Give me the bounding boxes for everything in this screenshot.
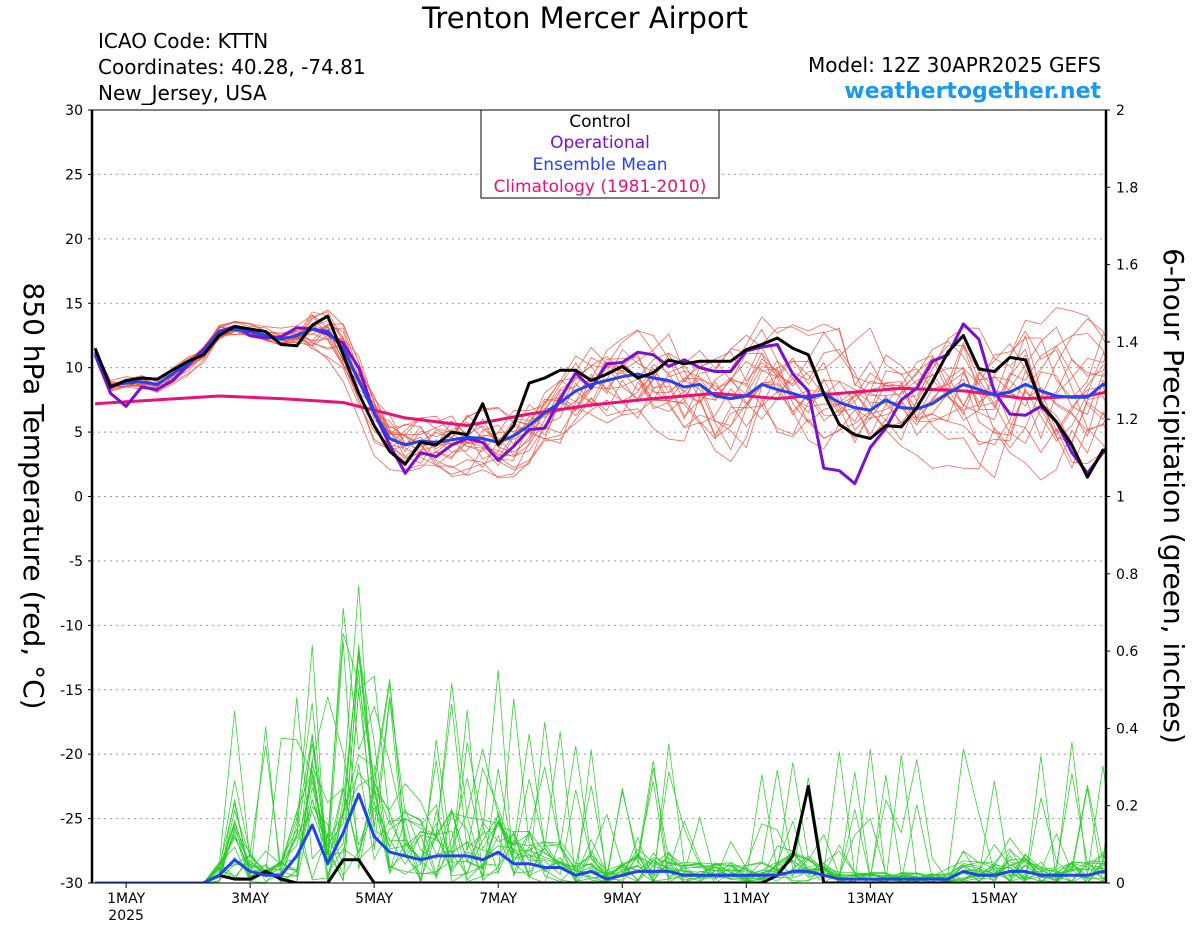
temp-member-line [94, 324, 1106, 444]
precip-member-line [95, 585, 1106, 883]
x-tick-label: 5MAY [355, 891, 393, 907]
precip-member-line [95, 697, 1106, 883]
precip-member-line [95, 698, 1106, 883]
precip-member-line [95, 608, 1106, 883]
y-right-tick-label: 1.2 [1116, 412, 1138, 428]
x-tick-label: 15MAY [971, 891, 1018, 907]
legend-box [480, 109, 720, 199]
y-left-tick-label: -30 [60, 876, 83, 892]
y-left-tick-label: 25 [65, 167, 83, 183]
x-tick-label: 13MAY [847, 891, 894, 907]
precip-member-line [95, 641, 1106, 883]
y-left-tick-label: 10 [65, 361, 83, 377]
precip-member-line [95, 633, 1106, 883]
temp-member-line [94, 329, 1106, 451]
precip-member-line [95, 683, 1106, 883]
y-left-tick-label: -5 [69, 554, 83, 570]
y-right-tick-label: 0.8 [1116, 567, 1138, 583]
precip-series-control [95, 784, 1106, 883]
precip-member-line [95, 644, 1106, 883]
x-tick-label: 7MAY [479, 891, 517, 907]
precip-member-line [95, 650, 1106, 883]
x-tick-label: 11MAY [723, 891, 770, 907]
precip-series-ensemble-mean [95, 792, 1106, 883]
y-right-tick-label: 1 [1116, 490, 1125, 506]
precip-member-line [95, 670, 1106, 883]
y-right-tick-label: 0.4 [1116, 721, 1138, 737]
temp-series-ensemble-mean [93, 327, 1106, 447]
plot-frame [91, 109, 1107, 884]
site-link[interactable]: weathertogether.net [844, 79, 1101, 104]
icao-code: ICAO Code: KTTN [98, 29, 268, 53]
y-left-tick-label: 30 [65, 103, 83, 119]
axes: 302520151050-5-10-15-20-25-3021.81.61.41… [60, 103, 1138, 924]
y-left-tick-label: -25 [60, 812, 83, 828]
precip-members [95, 585, 1106, 883]
precip-member-line [95, 652, 1106, 883]
x-tick-sublabel: 2025 [108, 908, 144, 924]
temp-member-line [94, 318, 1106, 471]
y-right-tick-label: 1.6 [1116, 258, 1138, 274]
temp-member-line [94, 326, 1106, 460]
y-left-tick-label: -15 [60, 683, 83, 699]
y-right-tick-label: 0 [1116, 876, 1125, 892]
x-tick-label: 1MAY [107, 891, 145, 907]
y-right-tick-label: 0.6 [1116, 644, 1138, 660]
legend: Control Operational Ensemble Mean Climat… [480, 109, 720, 199]
temp-series-operational [93, 322, 1106, 486]
chart-title: Trenton Mercer Airport [421, 1, 748, 35]
y-left-tick-label: 0 [74, 490, 83, 506]
precip-member-line [95, 644, 1106, 883]
legend-climatology: Climatology (1981-2010) [494, 177, 707, 197]
y-left-axis-title: 850 hPa Temperature (red, °C) [17, 282, 50, 709]
y-left-tick-label: -10 [60, 618, 83, 634]
temp-member-line [94, 325, 1106, 479]
temp-member-line [94, 325, 1106, 464]
y-left-tick-label: 5 [74, 425, 83, 441]
y-left-tick-label: -20 [60, 747, 83, 763]
grid [92, 173, 1106, 820]
y-right-axis-title: 6-hour Precipitation (green, inches) [1157, 248, 1190, 744]
temp-members [94, 307, 1106, 481]
y-left-tick-label: 20 [65, 232, 83, 248]
y-right-tick-label: 0.2 [1116, 799, 1138, 815]
y-right-tick-label: 2 [1116, 103, 1125, 119]
legend-control: Control [569, 112, 630, 132]
legend-operational: Operational [550, 133, 650, 153]
series-lines [93, 314, 1106, 883]
x-tick-label: 3MAY [231, 891, 269, 907]
y-right-tick-label: 1.4 [1116, 335, 1138, 351]
region: New_Jersey, USA [98, 81, 267, 105]
y-right-tick-label: 1.8 [1116, 180, 1138, 196]
model-label: Model: 12Z 30APR2025 GEFS [808, 53, 1101, 77]
precip-member-line [95, 691, 1106, 883]
temp-series-control [93, 314, 1106, 479]
temp-series-climatology- [95, 386, 1106, 428]
y-left-tick-label: 15 [65, 296, 83, 312]
coordinates: Coordinates: 40.28, -74.81 [98, 55, 366, 79]
temp-member-line [94, 326, 1106, 478]
precip-member-line [95, 669, 1106, 883]
x-tick-label: 9MAY [603, 891, 641, 907]
temp-member-line [94, 311, 1106, 469]
legend-ensemble-mean: Ensemble Mean [532, 155, 667, 175]
